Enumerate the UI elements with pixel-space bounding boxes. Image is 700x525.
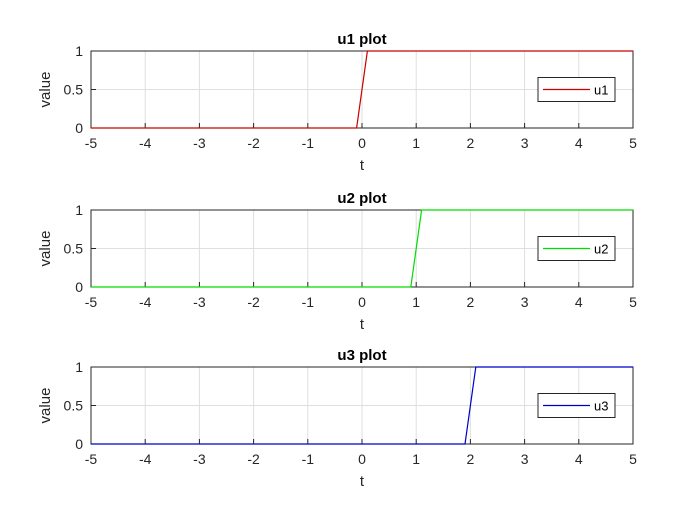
x-tick-label: 3 [521,451,529,467]
legend: u1 [537,77,616,102]
x-tick-label: 3 [521,135,529,151]
y-axis-label: value [37,72,54,108]
series-line-u1 [91,50,633,129]
x-tick-label: 4 [575,294,583,310]
legend: u2 [537,236,616,261]
subplot-1: -5 -4 -3 -2 -1 0 1 2 3 4 5 0 0.5 1 u1 plot t value u1 [37,31,637,174]
x-tick-label: 5 [629,135,637,151]
series-line-u3 [91,366,633,445]
y-tick-label: 0.5 [64,398,84,414]
x-tick-label: 0 [358,294,366,310]
x-tick-label: 0 [358,451,366,467]
x-tick-label: -2 [247,294,260,310]
chart-title: u2 plot [337,190,386,207]
x-tick-label: 2 [467,135,475,151]
x-tick-label: 2 [467,294,475,310]
y-tick-label: 1 [75,359,83,375]
y-axis-label: value [37,231,54,267]
legend-label: u3 [594,399,608,414]
x-tick-label: -5 [85,451,98,467]
legend-label: u1 [594,83,608,98]
x-tick-label: 0 [358,135,366,151]
x-tick-label: 4 [575,135,583,151]
x-tick-label: 1 [412,135,420,151]
x-tick-label: 4 [575,451,583,467]
x-tick-label: 1 [412,451,420,467]
x-tick-label: -1 [302,135,315,151]
x-tick-label: 5 [629,294,637,310]
y-tick-label: 0 [75,120,83,136]
x-axis-label: t [360,157,365,174]
y-axis-label: value [37,388,54,424]
x-tick-label: -2 [247,451,260,467]
x-tick-label: -3 [193,135,206,151]
x-tick-label: -4 [139,451,152,467]
y-tick-label: 0 [75,279,83,295]
x-axis-label: t [360,473,365,490]
y-tick-label: 0 [75,436,83,452]
y-tick-label: 1 [75,43,83,59]
x-tick-label: 5 [629,451,637,467]
x-tick-label: -1 [302,451,315,467]
x-axis-label: t [360,316,365,333]
y-tick-label: 1 [75,202,83,218]
legend: u3 [537,393,616,418]
x-tick-label: -1 [302,294,315,310]
y-tick-label: 0.5 [64,82,84,98]
x-tick-label: -2 [247,135,260,151]
series-line-u2 [91,209,633,288]
chart-title: u1 plot [337,31,386,48]
x-tick-label: 2 [467,451,475,467]
subplot-2: -5 -4 -3 -2 -1 0 1 2 3 4 5 0 0.5 1 u2 plot t value u2 [37,190,637,333]
legend-label: u2 [594,242,608,257]
x-tick-label: -4 [139,294,152,310]
subplot-3: -5 -4 -3 -2 -1 0 1 2 3 4 5 0 0.5 1 u3 plot t value u3 [37,347,637,490]
x-tick-label: -3 [193,451,206,467]
x-tick-label: -3 [193,294,206,310]
x-tick-label: 3 [521,294,529,310]
x-tick-label: 1 [412,294,420,310]
y-tick-label: 0.5 [64,241,84,257]
x-tick-label: -4 [139,135,152,151]
x-tick-label: -5 [85,135,98,151]
chart-title: u3 plot [337,347,386,364]
x-tick-label: -5 [85,294,98,310]
